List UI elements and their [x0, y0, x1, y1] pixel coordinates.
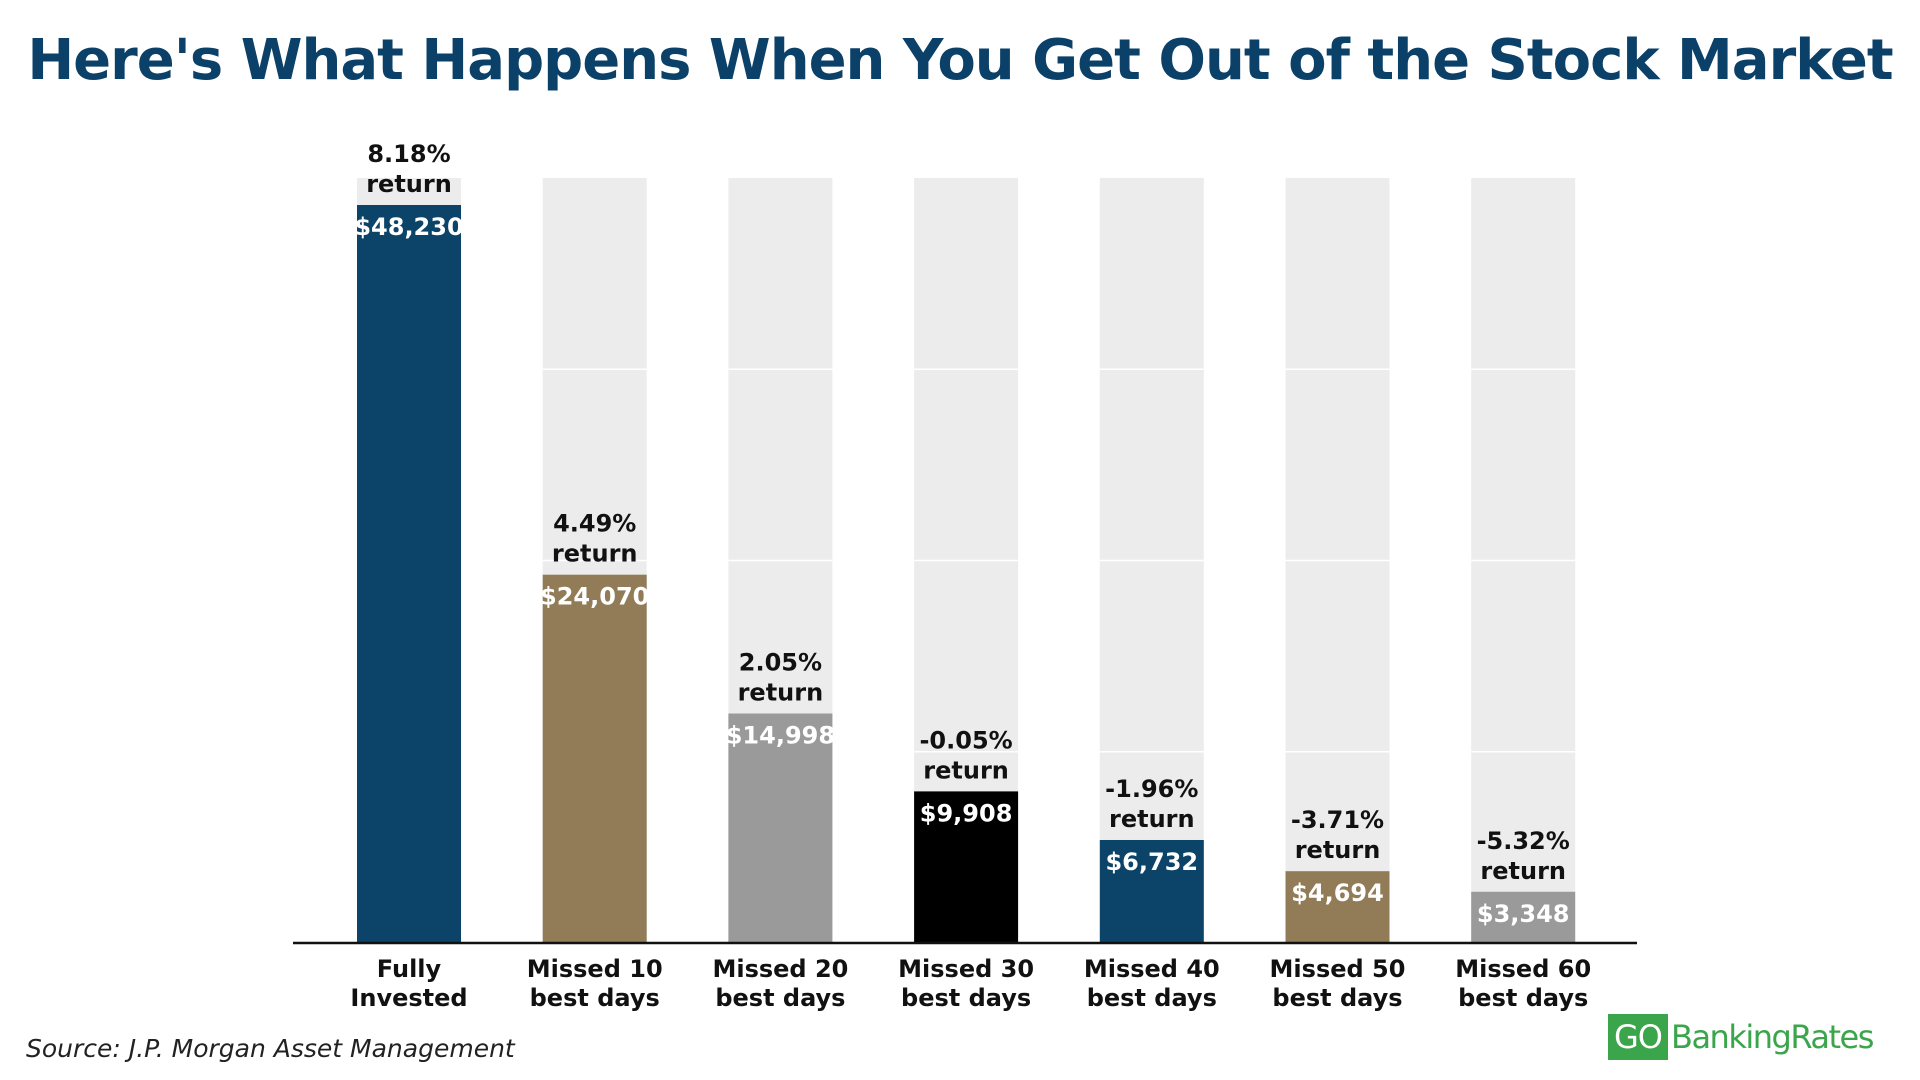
source-note: Source: J.P. Morgan Asset Management [26, 1034, 515, 1063]
return-label: -0.05% [919, 726, 1012, 754]
bar [1471, 891, 1576, 943]
bars [357, 205, 1576, 943]
return-label: return [738, 679, 824, 707]
data-label: $48,230 [354, 213, 463, 241]
return-label: return [552, 540, 638, 568]
return-label: return [1109, 805, 1195, 833]
bar [542, 574, 647, 943]
data-label: $6,732 [1105, 848, 1198, 876]
return-label: return [1480, 857, 1566, 885]
bar [914, 791, 1019, 943]
data-label: $4,694 [1291, 879, 1384, 907]
return-label: -1.96% [1105, 775, 1198, 803]
data-label: $14,998 [726, 722, 835, 750]
data-label: $24,070 [540, 583, 649, 611]
category-label: Missed 60 [1455, 955, 1591, 983]
return-label: return [923, 756, 1009, 784]
category-label: Missed 10 [527, 955, 663, 983]
return-label: 8.18% [367, 140, 450, 168]
category-label: best days [530, 984, 660, 1012]
return-label: -5.32% [1477, 827, 1570, 855]
return-label: return [366, 170, 452, 198]
bar [728, 713, 833, 943]
bar [1099, 839, 1204, 943]
category-label: best days [715, 984, 845, 1012]
gobankingrates-logo[interactable]: GO BankingRates [1608, 1014, 1874, 1060]
logo-go-mark: GO [1608, 1014, 1668, 1060]
chart-title: Here's What Happens When You Get Out of … [27, 28, 1893, 93]
bar-labels: $48,2308.18%returnFullyInvested$24,0704.… [350, 140, 1591, 1012]
bar [357, 205, 461, 943]
bar [1285, 871, 1390, 943]
category-label: Missed 30 [898, 955, 1034, 983]
return-label: -3.71% [1291, 806, 1384, 834]
category-label: best days [1458, 984, 1588, 1012]
category-label: Missed 40 [1084, 955, 1220, 983]
category-label: best days [1087, 984, 1217, 1012]
category-label: Missed 50 [1270, 955, 1406, 983]
category-label: best days [901, 984, 1031, 1012]
category-label: Missed 20 [712, 955, 848, 983]
data-label: $3,348 [1477, 900, 1570, 928]
return-label: 2.05% [739, 649, 822, 677]
return-label: 4.49% [553, 510, 636, 538]
return-label: return [1295, 836, 1381, 864]
data-label: $9,908 [920, 799, 1013, 827]
category-label: best days [1272, 984, 1402, 1012]
category-label: Fully [377, 955, 442, 983]
category-label: Invested [350, 984, 467, 1012]
logo-wordmark: BankingRates [1670, 1018, 1874, 1056]
